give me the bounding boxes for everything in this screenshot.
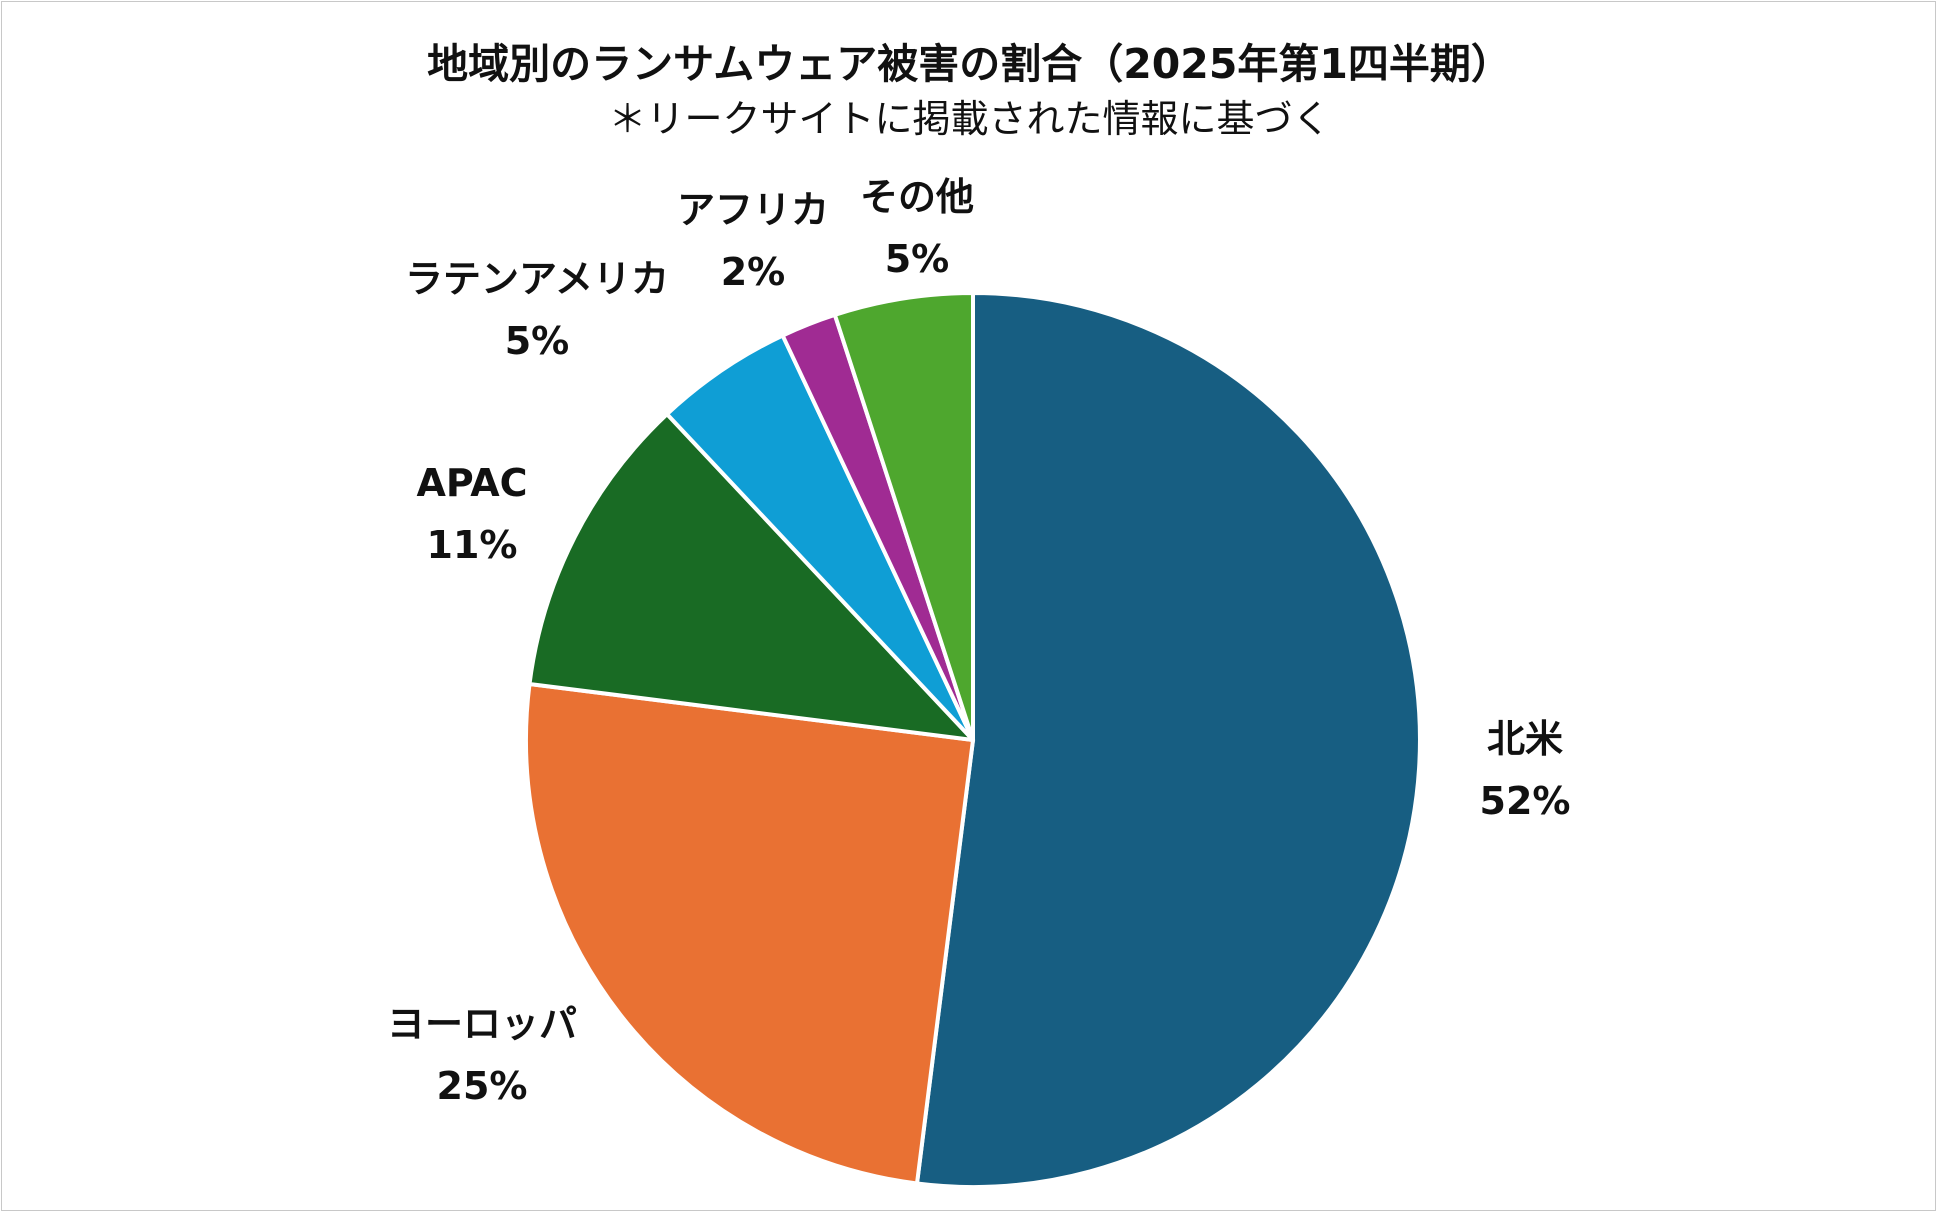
chart-title: 地域別のランサムウェア被害の割合（2025年第1四半期） (427, 40, 1512, 88)
slice-value-label: 5% (885, 237, 950, 281)
slice-name-label: APAC (416, 461, 527, 505)
slice-value-label: 5% (505, 319, 570, 363)
slice-value-label: 11% (427, 523, 518, 567)
slice-value-label: 52% (1480, 779, 1571, 823)
pie-slice-2 (524, 681, 975, 1186)
slice-name-label: ラテンアメリカ (405, 257, 669, 301)
slice-name-label: 北米 (1487, 717, 1563, 761)
pie-slice-3 (527, 412, 975, 742)
pie-slice-1 (914, 291, 1422, 1189)
pie-slices (524, 291, 1422, 1189)
slice-name-label: アフリカ (677, 188, 829, 232)
pie-labels: 北米 52% ヨーロッパ 25% APAC 11% ラテンアメリカ 5% アフリカ 2% その他 5% (387, 175, 1570, 1108)
slice-value-label: 25% (437, 1064, 528, 1108)
slice-name-label: ヨーロッパ (387, 1002, 577, 1046)
slice-value-label: 2% (721, 250, 786, 294)
chart-subtitle: ＊リークサイトに掲載された情報に基づく (608, 97, 1331, 141)
pie-slice-6 (832, 291, 975, 742)
slice-name-label: その他 (860, 175, 974, 219)
